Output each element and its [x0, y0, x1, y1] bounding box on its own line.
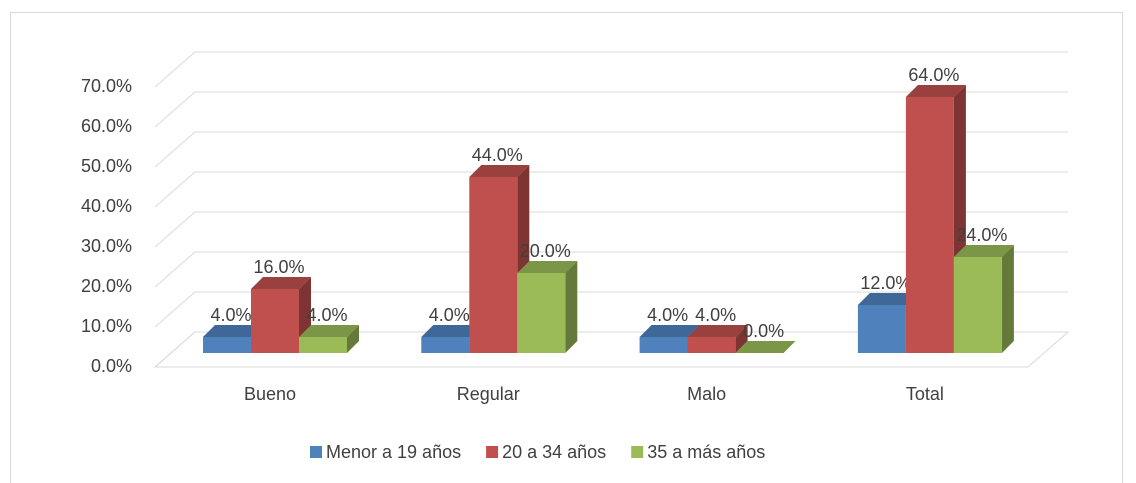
bar-top: [299, 325, 359, 337]
bar: [421, 337, 470, 353]
y-tick-label: 70.0%: [81, 76, 132, 96]
bar-top: [251, 277, 311, 289]
grid-line: [154, 211, 1068, 248]
bar: [203, 337, 251, 353]
bar-top: [517, 261, 578, 273]
y-tick-label: 50.0%: [81, 156, 132, 176]
data-label: 12.0%: [860, 273, 911, 293]
data-label: 24.0%: [956, 225, 1007, 245]
bar-top: [203, 325, 263, 337]
bar-side: [565, 261, 578, 353]
y-tick-label: 40.0%: [81, 196, 132, 216]
chart-border: [10, 12, 1123, 483]
grid-line: [154, 131, 1068, 168]
grid-line: [154, 51, 1068, 88]
bar: [953, 257, 1002, 353]
bar-side: [347, 325, 359, 353]
legend-swatch: [310, 446, 322, 458]
y-tick-label: 30.0%: [81, 236, 132, 256]
legend-label: Menor a 19 años: [326, 442, 461, 462]
bar-top: [421, 325, 482, 337]
grid-line: [154, 91, 1068, 128]
bar-top: [953, 245, 1014, 257]
floor: [153, 331, 1070, 368]
y-tick-label: 60.0%: [81, 116, 132, 136]
bar-side: [1001, 245, 1014, 353]
bar-top: [735, 341, 796, 353]
data-label: 4.0%: [429, 305, 470, 325]
bar-top: [469, 165, 530, 177]
data-label: 16.0%: [253, 257, 304, 277]
grid-line: [154, 171, 1068, 208]
data-label: 4.0%: [647, 305, 688, 325]
legend-swatch: [631, 446, 644, 458]
data-label: 20.0%: [520, 241, 571, 261]
x-tick-label: Bueno: [244, 384, 296, 404]
bar-top: [905, 85, 966, 97]
bar: [639, 337, 688, 353]
legend-swatch: [486, 446, 499, 458]
x-tick-label: Regular: [457, 384, 520, 404]
bar-top: [687, 325, 748, 337]
data-label: 4.0%: [695, 305, 736, 325]
data-label: 4.0%: [306, 305, 347, 325]
data-label: 64.0%: [908, 65, 959, 85]
legend-label: 20 a 34 años: [502, 442, 606, 462]
bar: [251, 289, 299, 353]
bar: [299, 337, 347, 353]
x-tick-label: Malo: [687, 384, 726, 404]
data-label: 44.0%: [472, 145, 523, 165]
bar-side: [735, 325, 748, 353]
data-label: 4.0%: [210, 305, 251, 325]
y-tick-label: 20.0%: [81, 276, 132, 296]
y-tick-label: 0.0%: [91, 356, 132, 376]
bar: [687, 337, 736, 353]
grid-line: [154, 291, 1068, 328]
bar-top: [639, 325, 700, 337]
bar: [857, 305, 906, 353]
bar: [469, 177, 518, 353]
legend-label: 35 a más años: [647, 442, 765, 462]
grid-line: [154, 251, 1068, 288]
bar: [517, 273, 566, 353]
bar-top: [857, 293, 918, 305]
bar: [905, 97, 954, 353]
y-tick-label: 10.0%: [81, 316, 132, 336]
data-label: 0.0%: [743, 321, 784, 341]
x-tick-label: Total: [906, 384, 944, 404]
